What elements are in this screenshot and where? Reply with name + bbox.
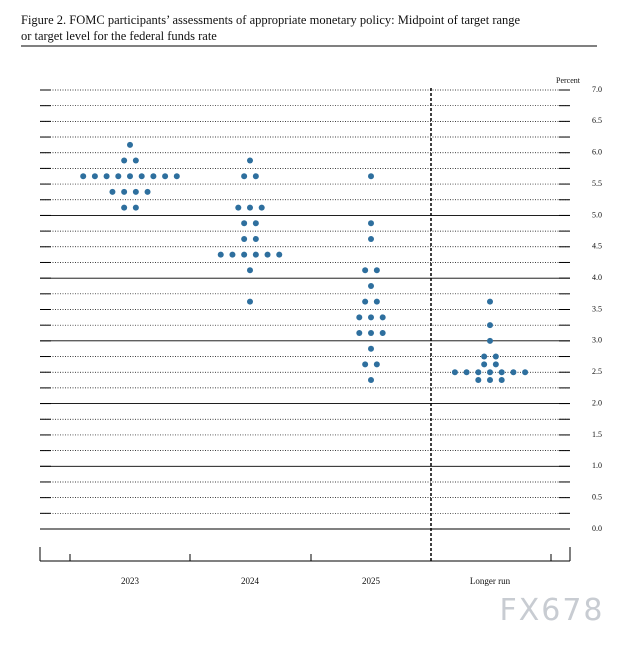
dot bbox=[362, 298, 369, 305]
y-tick-label: 5.5 bbox=[592, 179, 602, 188]
dot bbox=[132, 204, 139, 211]
dot bbox=[241, 251, 248, 258]
dot bbox=[132, 157, 139, 164]
dot bbox=[487, 377, 493, 384]
dot bbox=[247, 298, 253, 305]
dot bbox=[121, 188, 128, 195]
dot bbox=[481, 361, 488, 368]
dot bbox=[373, 298, 380, 305]
dot bbox=[510, 369, 517, 376]
dot bbox=[229, 251, 236, 258]
dot bbox=[481, 353, 488, 360]
dot bbox=[241, 235, 248, 242]
dot bbox=[252, 220, 259, 227]
dot bbox=[173, 173, 180, 180]
dot bbox=[121, 157, 128, 164]
dot bbox=[217, 251, 224, 258]
dot bbox=[451, 369, 458, 376]
dot bbox=[132, 188, 139, 195]
y-tick-label: 2.0 bbox=[592, 398, 602, 407]
dot bbox=[356, 314, 363, 321]
dot bbox=[368, 173, 374, 180]
dot bbox=[475, 377, 482, 384]
y-tick-label: 4.0 bbox=[592, 273, 602, 282]
dot bbox=[373, 361, 380, 368]
dot bbox=[368, 282, 374, 289]
x-tick-label: 2025 bbox=[362, 576, 381, 586]
dot bbox=[356, 330, 363, 337]
chart-title: or target level for the federal funds ra… bbox=[21, 29, 217, 43]
dot bbox=[91, 173, 98, 180]
x-tick-label: 2023 bbox=[121, 576, 140, 586]
dot bbox=[475, 369, 482, 376]
watermark: FX678 bbox=[499, 593, 604, 628]
y-tick-label: 2.5 bbox=[592, 367, 602, 376]
dot bbox=[379, 314, 386, 321]
x-tick-label: Longer run bbox=[470, 576, 511, 586]
dot bbox=[264, 251, 271, 258]
dot bbox=[492, 353, 499, 360]
dot bbox=[252, 173, 259, 180]
dot bbox=[487, 369, 493, 376]
dot bbox=[368, 330, 374, 337]
dot bbox=[235, 204, 242, 211]
dot bbox=[368, 220, 374, 227]
dot bbox=[115, 173, 122, 180]
dot bbox=[150, 173, 157, 180]
dot bbox=[276, 251, 283, 258]
dot bbox=[498, 377, 505, 384]
dot bbox=[127, 141, 133, 148]
dot bbox=[379, 330, 386, 337]
dot bbox=[368, 314, 374, 321]
dot bbox=[522, 369, 529, 376]
chart-title: Figure 2. FOMC participants’ assessments… bbox=[21, 13, 521, 27]
y-tick-label: 0.5 bbox=[592, 492, 602, 501]
y-tick-label: 4.5 bbox=[592, 242, 602, 251]
dot bbox=[498, 369, 505, 376]
y-tick-label: 6.5 bbox=[592, 116, 602, 125]
y-tick-label: 1.5 bbox=[592, 430, 602, 439]
dot bbox=[368, 345, 374, 352]
x-tick-label: 2024 bbox=[241, 576, 260, 586]
y-unit-label: Percent bbox=[556, 76, 581, 85]
dot bbox=[121, 204, 128, 211]
dot bbox=[241, 220, 248, 227]
dot bbox=[373, 267, 380, 274]
dot bbox=[487, 322, 493, 329]
dot bbox=[252, 235, 259, 242]
dot bbox=[103, 173, 110, 180]
y-tick-label: 7.0 bbox=[592, 85, 602, 94]
dot bbox=[247, 267, 253, 274]
dot bbox=[162, 173, 169, 180]
dot bbox=[492, 361, 499, 368]
dot bbox=[109, 188, 116, 195]
dot bbox=[463, 369, 470, 376]
dot bbox=[144, 188, 151, 195]
dot bbox=[252, 251, 259, 258]
y-tick-label: 6.0 bbox=[592, 148, 602, 157]
dot bbox=[80, 173, 87, 180]
y-tick-label: 3.5 bbox=[592, 304, 602, 313]
dot bbox=[362, 267, 369, 274]
dot bbox=[258, 204, 265, 211]
dot bbox=[138, 173, 145, 180]
dot bbox=[127, 173, 133, 180]
dot bbox=[487, 337, 493, 344]
dot bbox=[247, 204, 253, 211]
dot bbox=[362, 361, 369, 368]
y-tick-label: 0.0 bbox=[592, 524, 602, 533]
y-tick-label: 5.0 bbox=[592, 210, 602, 219]
y-tick-label: 3.0 bbox=[592, 336, 602, 345]
dot bbox=[368, 235, 374, 242]
dot bbox=[368, 377, 374, 384]
y-tick-label: 1.0 bbox=[592, 461, 602, 470]
dot bbox=[487, 298, 493, 305]
dot bbox=[247, 157, 253, 164]
dot bbox=[241, 173, 248, 180]
